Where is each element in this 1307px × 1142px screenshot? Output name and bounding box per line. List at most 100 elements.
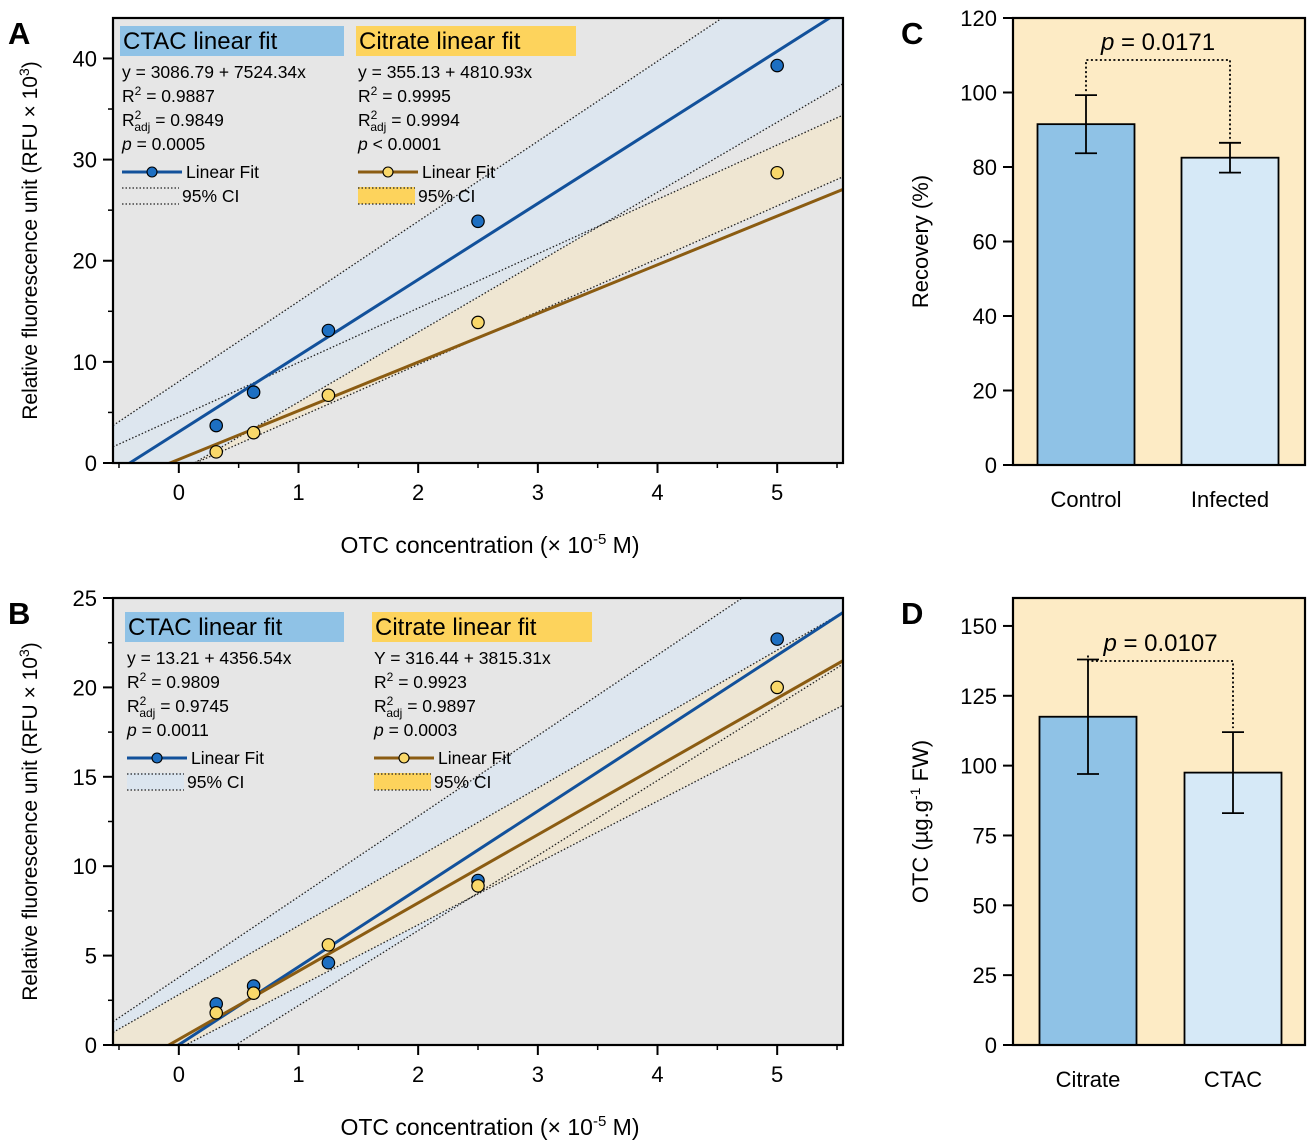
y-tick-label: 0 [85, 451, 97, 476]
y-axis-label-main: Recovery (%) [908, 175, 933, 308]
bar-control [1036, 123, 1136, 466]
y-tick-label: 5 [85, 944, 97, 969]
x-category-label: Citrate [1056, 1067, 1121, 1092]
x-axis-label-end: M) [606, 1114, 639, 1140]
ctac-r-squared-adjusted: R2 adj = 0.9745 [127, 694, 229, 720]
x-axis-label-main: OTC concentration (× 10 [340, 1114, 592, 1140]
x-tick-label: 3 [532, 1062, 544, 1087]
y-axis-label-main: Relative fluorescence unit (RFU × 10 [19, 657, 42, 1001]
ctac-r-squared-adjusted: R2 adj = 0.9849 [122, 108, 224, 134]
plot-area [113, 598, 843, 1045]
x-tick-label: 2 [412, 1062, 424, 1087]
r-squared-adj-superscript: 2 [371, 108, 378, 122]
citrate-p-value: p = 0.0003 [373, 720, 457, 740]
r-squared-adj-subscript: adj [370, 120, 386, 134]
citrate-data-point [246, 986, 261, 1000]
y-tick-label: 75 [973, 823, 997, 848]
y-tick-label: 60 [973, 230, 997, 255]
r-squared-value: = 0.9809 [146, 672, 219, 692]
panel-label-b: B [8, 596, 30, 631]
citrate-legend-point-swatch [382, 166, 394, 178]
panel-c-bar-chart: Control Infected p = 0.0171 0 20 40 60 80 100 120… [908, 6, 1307, 512]
citrate-data-point [209, 1006, 224, 1020]
ctac-data-point [246, 385, 261, 400]
y-axis-label: OTC (µg.g-1 FW) [907, 740, 933, 903]
citrate-equation: Y = 316.44 + 3815.31x [374, 648, 551, 668]
x-tick-label: 1 [292, 480, 304, 505]
r-squared-adj-value: = 0.9897 [402, 696, 475, 716]
y-tick-label: 0 [985, 453, 997, 478]
citrate-data-point [471, 879, 485, 893]
p-value-text: < 0.0001 [368, 134, 441, 154]
r-squared-symbol: R [127, 672, 140, 692]
significance-bracket [1087, 655, 1234, 729]
panel-a-scatter-chart: 0 1 2 3 4 5 0 10 20 30 40 OTC concentration (× 10-5… [16, 16, 845, 558]
citrate-legend-ci-label: 95% CI [418, 186, 475, 206]
y-tick-label: 50 [973, 893, 997, 918]
ctac-legend-fit-label: Linear Fit [191, 748, 264, 768]
y-tick-label: 0 [85, 1033, 97, 1058]
citrate-legend-ci-fill [358, 187, 415, 204]
y-tick-label: 20 [973, 379, 997, 404]
plot-area [113, 18, 843, 463]
y-axis-label-end: ) [19, 642, 42, 649]
citrate-p-value: p < 0.0001 [357, 134, 441, 154]
ctac-p-value: p = 0.0005 [121, 134, 205, 154]
r-squared-symbol: R [374, 672, 387, 692]
y-axis-label-superscript: 3 [16, 649, 32, 657]
y-axis-label: Relative fluorescence unit (RFU × 103) [16, 61, 42, 420]
x-category-label: Infected [1191, 487, 1269, 512]
ctac-legend-fit-label: Linear Fit [186, 162, 259, 182]
citrate-r-squared-adjusted: R2 adj = 0.9994 [358, 108, 460, 134]
citrate-ci-upper-line [113, 114, 843, 448]
y-tick-label: 40 [73, 46, 97, 71]
citrate-equation: y = 355.13 + 4810.93x [358, 62, 532, 82]
x-tick-label: 4 [651, 480, 663, 505]
p-symbol: p [121, 134, 132, 154]
y-tick-label: 30 [73, 148, 97, 173]
r-squared-adj-superscript: 2 [135, 108, 142, 122]
x-tick-label: 3 [532, 480, 544, 505]
citrate-fit-line [165, 659, 843, 1045]
citrate-data-point [770, 680, 784, 695]
x-tick-label: 1 [292, 1062, 304, 1087]
citrate-data-point [770, 165, 784, 180]
r-squared-adj-subscript: adj [386, 706, 402, 720]
x-axis-label: OTC concentration (× 10-5 M) [340, 531, 639, 558]
citrate-legend-point-swatch [398, 752, 410, 764]
citrate-r-squared-adjusted: R2 adj = 0.9897 [374, 694, 476, 720]
r-squared-adj-superscript: 2 [140, 694, 147, 708]
ctac-r-squared: R2 = 0.9887 [122, 84, 215, 106]
r-squared-adj-superscript: 2 [387, 694, 394, 708]
r-squared-value: = 0.9887 [141, 86, 214, 106]
plot-frame [1011, 596, 1307, 1047]
ctac-legend-title-bg [125, 612, 344, 642]
panel-label-a: A [8, 16, 30, 51]
citrate-legend-title-bg [356, 26, 576, 56]
r-squared-symbol: R [358, 86, 371, 106]
y-axis-label: Recovery (%) [908, 175, 933, 308]
citrate-legend-ci-fill [374, 773, 431, 790]
ctac-legend-point-swatch [151, 752, 163, 764]
citrate-legend-title: Citrate linear fit [359, 28, 521, 55]
bar-infected [1180, 156, 1280, 466]
panel-label-d: D [901, 596, 923, 631]
ctac-fit-line [126, 18, 833, 463]
y-axis-label-superscript: -1 [907, 787, 923, 800]
y-tick-label: 80 [973, 155, 997, 180]
y-tick-label: 125 [960, 684, 997, 709]
x-tick-label: 0 [173, 1062, 185, 1087]
r-squared-value: = 0.9995 [377, 86, 450, 106]
x-category-label: Control [1051, 487, 1122, 512]
panel-d-bar-chart: Citrate CTAC p = 0.0107 0 25 50 75 100 125 150 OTC… [907, 596, 1307, 1092]
y-tick-label: 100 [960, 754, 997, 779]
ctac-data-point [770, 632, 784, 646]
ctac-legend-title: CTAC linear fit [123, 28, 278, 55]
ctac-legend-title: CTAC linear fit [128, 614, 283, 641]
ctac-equation: y = 3086.79 + 7524.34x [122, 62, 306, 82]
x-tick-label: 4 [651, 1062, 663, 1087]
citrate-ci-upper-line [113, 611, 843, 1034]
r-squared-adj-symbol: R [374, 696, 387, 716]
x-axis-label-superscript: -5 [593, 531, 606, 548]
